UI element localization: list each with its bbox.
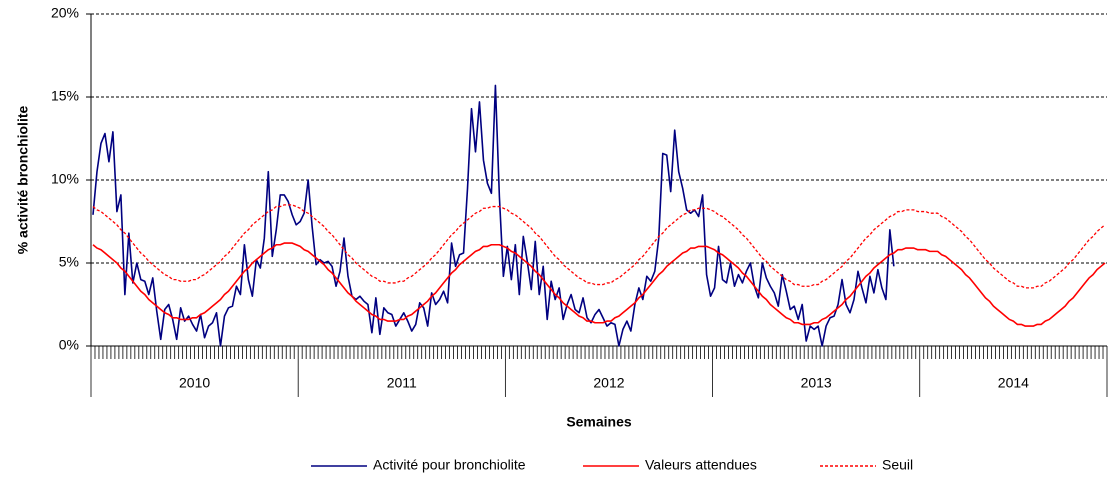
legend-label: Seuil bbox=[882, 457, 913, 473]
x-tick-label: 2011 bbox=[387, 375, 417, 391]
legend-label: Valeurs attendues bbox=[645, 457, 757, 473]
y-axis-title: % activité bronchiolite bbox=[15, 105, 31, 254]
y-tick-label: 20% bbox=[51, 5, 79, 21]
legend-label: Activité pour bronchiolite bbox=[373, 457, 526, 473]
series-line bbox=[92, 204, 1106, 289]
x-tick-label: 2012 bbox=[593, 375, 624, 391]
y-tick-label: 5% bbox=[59, 254, 79, 270]
y-tick-label: 0% bbox=[59, 337, 79, 353]
x-tick-label: 2013 bbox=[801, 375, 832, 391]
series-line bbox=[92, 242, 1106, 327]
y-tick-label: 15% bbox=[51, 88, 79, 104]
x-tick-label: 2010 bbox=[179, 375, 210, 391]
x-axis-title: Semaines bbox=[566, 414, 632, 430]
x-tick-label: 2014 bbox=[998, 375, 1029, 391]
series-line bbox=[92, 84, 895, 347]
y-tick-label: 10% bbox=[51, 171, 79, 187]
